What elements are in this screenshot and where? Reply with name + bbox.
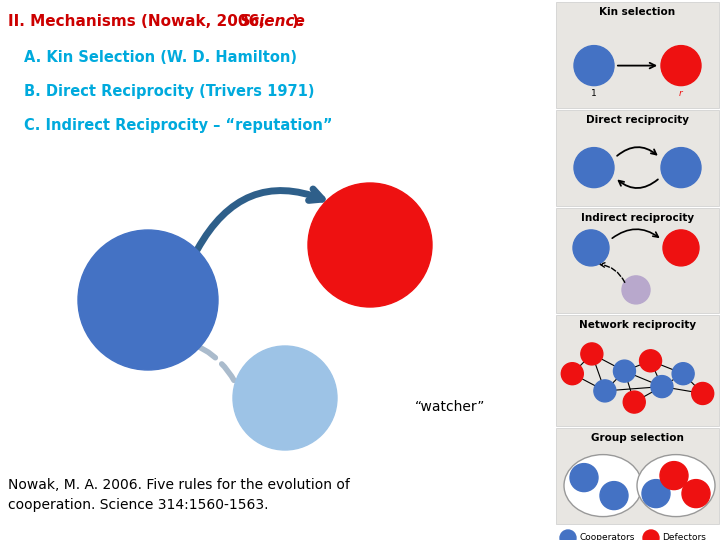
Circle shape	[660, 462, 688, 490]
Circle shape	[560, 530, 576, 540]
Text: r: r	[679, 89, 683, 98]
Circle shape	[651, 376, 673, 397]
Text: B. Direct Reciprocity (Trivers 1971): B. Direct Reciprocity (Trivers 1971)	[24, 84, 315, 99]
Text: ).: ).	[292, 14, 305, 29]
Circle shape	[661, 45, 701, 86]
Text: cooperation. Science 314:1560-1563.: cooperation. Science 314:1560-1563.	[8, 498, 269, 512]
Text: Direct reciprocity: Direct reciprocity	[586, 115, 689, 125]
Text: “watcher”: “watcher”	[415, 400, 485, 414]
Text: Nowak, M. A. 2006. Five rules for the evolution of: Nowak, M. A. 2006. Five rules for the ev…	[8, 478, 350, 492]
Bar	[556, 428, 719, 524]
Circle shape	[622, 276, 650, 304]
Text: Defectors: Defectors	[662, 534, 706, 540]
FancyArrowPatch shape	[600, 263, 625, 282]
Text: C. Indirect Reciprocity – “reputation”: C. Indirect Reciprocity – “reputation”	[24, 118, 333, 133]
Circle shape	[643, 530, 659, 540]
Circle shape	[600, 482, 628, 510]
Ellipse shape	[637, 455, 715, 517]
Circle shape	[78, 230, 218, 370]
FancyArrowPatch shape	[197, 189, 322, 249]
Bar	[556, 208, 719, 313]
Circle shape	[663, 230, 699, 266]
FancyArrowPatch shape	[618, 63, 655, 69]
Circle shape	[613, 360, 636, 382]
Circle shape	[692, 382, 714, 404]
Text: Science: Science	[240, 14, 306, 29]
Circle shape	[233, 346, 337, 450]
FancyArrowPatch shape	[618, 179, 658, 188]
Text: Group selection: Group selection	[591, 433, 684, 443]
Circle shape	[573, 230, 609, 266]
FancyArrowPatch shape	[617, 147, 657, 156]
Circle shape	[624, 391, 645, 413]
Circle shape	[308, 183, 432, 307]
FancyArrowPatch shape	[612, 229, 658, 238]
Circle shape	[581, 343, 603, 365]
Circle shape	[574, 147, 614, 187]
Text: Network reciprocity: Network reciprocity	[579, 320, 696, 330]
Text: 1: 1	[591, 89, 597, 98]
Circle shape	[672, 363, 694, 384]
Bar	[556, 2, 719, 108]
Circle shape	[562, 363, 583, 384]
Text: Cooperators: Cooperators	[579, 534, 634, 540]
Circle shape	[682, 480, 710, 508]
Circle shape	[574, 45, 614, 86]
Circle shape	[661, 147, 701, 187]
Text: II. Mechanisms (Nowak, 2006,: II. Mechanisms (Nowak, 2006,	[8, 14, 270, 29]
Text: Indirect reciprocity: Indirect reciprocity	[581, 213, 694, 223]
Text: Kin selection: Kin selection	[600, 7, 675, 17]
Text: A. Kin Selection (W. D. Hamilton): A. Kin Selection (W. D. Hamilton)	[24, 50, 297, 65]
Bar	[556, 315, 719, 426]
Bar	[556, 110, 719, 206]
FancyArrowPatch shape	[108, 340, 254, 435]
Ellipse shape	[564, 455, 642, 517]
Circle shape	[639, 350, 662, 372]
Circle shape	[570, 464, 598, 491]
Circle shape	[642, 480, 670, 508]
Circle shape	[594, 380, 616, 402]
